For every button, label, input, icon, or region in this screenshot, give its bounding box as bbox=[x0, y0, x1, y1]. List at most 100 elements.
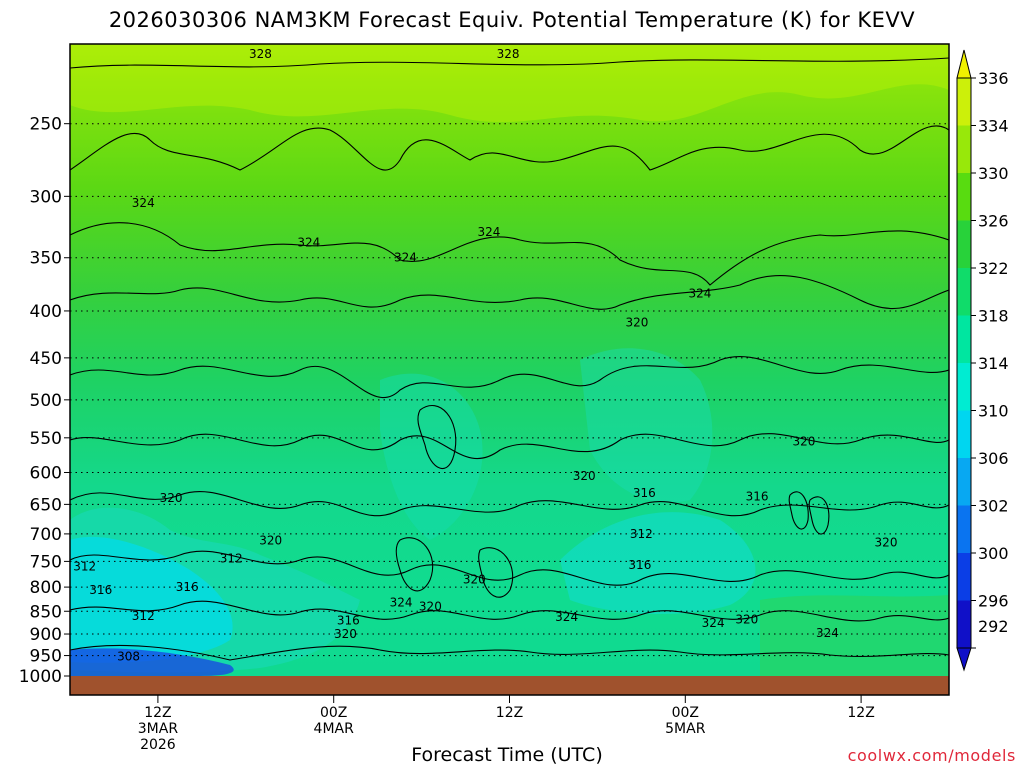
colorbar-segment bbox=[957, 125, 971, 173]
y-tick-label: 650 bbox=[30, 495, 62, 515]
ground-surface bbox=[70, 676, 949, 695]
colorbar-segment bbox=[957, 458, 971, 506]
colorbar-segment bbox=[957, 553, 971, 601]
contour-line bbox=[478, 547, 514, 598]
y-tick-label: 400 bbox=[30, 302, 62, 322]
colorbar-label: 334 bbox=[978, 117, 1009, 136]
contour-line bbox=[70, 356, 949, 398]
contour-label: 324 bbox=[688, 287, 711, 301]
x-tick-label: 12Z bbox=[144, 705, 171, 721]
y-tick-label: 950 bbox=[30, 647, 62, 667]
contour-label: 328 bbox=[249, 47, 272, 61]
cool-region-right-2 bbox=[580, 348, 713, 503]
colorbar-label: 318 bbox=[978, 307, 1009, 326]
contour-label: 316 bbox=[337, 614, 360, 628]
contour-label: 316 bbox=[633, 486, 656, 500]
colorbar-label: 306 bbox=[978, 449, 1009, 468]
contour-label: 320 bbox=[573, 469, 596, 483]
contour-line bbox=[70, 600, 949, 622]
contour-label: 312 bbox=[220, 552, 243, 566]
colorbar-segment bbox=[957, 505, 971, 553]
cool-region-right bbox=[560, 512, 756, 615]
colorbar-segment bbox=[957, 363, 971, 411]
contour-line bbox=[70, 275, 949, 310]
contour-line bbox=[395, 537, 434, 592]
x-tick-label: 12Z bbox=[847, 705, 874, 721]
contour-line bbox=[70, 125, 949, 171]
y-tick-label: 500 bbox=[30, 391, 62, 411]
y-tick-label: 300 bbox=[30, 187, 62, 207]
x-tick-label: 00Z bbox=[672, 705, 699, 721]
contour-label: 320 bbox=[419, 600, 442, 614]
x-tick-label: 4MAR bbox=[314, 721, 355, 737]
contour-label: 320 bbox=[259, 534, 282, 548]
contour-label: 320 bbox=[735, 613, 758, 627]
colorbar-label: 292 bbox=[978, 617, 1009, 636]
grid-lines bbox=[70, 123, 949, 657]
chart-title: 2026030306 NAM3KM Forecast Equiv. Potent… bbox=[108, 8, 916, 32]
contour-label: 324 bbox=[132, 196, 155, 210]
colorbar-segment bbox=[957, 78, 971, 126]
colorbar: 292 296 300 302 306 310 314 318 322 326 330 334 336 bbox=[956, 49, 1009, 672]
contour-line bbox=[808, 496, 830, 535]
y-tick-label: 600 bbox=[30, 463, 62, 483]
contour-label: 316 bbox=[628, 558, 651, 572]
contour-label: 320 bbox=[463, 573, 486, 587]
contour-label: 316 bbox=[746, 489, 769, 503]
colorbar-label: 310 bbox=[978, 402, 1009, 421]
y-tick-label: 700 bbox=[30, 525, 62, 545]
upper-warm-band bbox=[70, 44, 949, 123]
colorbar-segment bbox=[957, 600, 971, 648]
colorbar-label: 330 bbox=[978, 164, 1009, 183]
colorbar-label: 336 bbox=[978, 69, 1009, 88]
colorbar-label: 302 bbox=[978, 497, 1009, 516]
field-patches bbox=[70, 44, 949, 676]
y-tick-label: 800 bbox=[30, 578, 62, 598]
contour-line bbox=[70, 433, 949, 460]
contour-label: 312 bbox=[630, 527, 653, 541]
colorbar-segment bbox=[957, 220, 971, 268]
warm-band-lower-right bbox=[760, 595, 949, 676]
y-tick-label: 1000 bbox=[19, 667, 62, 687]
colorbar-bottom-arrow bbox=[956, 647, 972, 672]
colorbar-top-arrow bbox=[956, 49, 972, 79]
x-axis-title: Forecast Time (UTC) bbox=[411, 744, 603, 766]
contour-label: 324 bbox=[297, 236, 320, 250]
cool-region-center bbox=[380, 373, 483, 540]
colorbar-segment bbox=[957, 315, 971, 363]
contour-label: 312 bbox=[73, 560, 96, 574]
colorbar-label: 314 bbox=[978, 354, 1009, 373]
colorbar-label: 296 bbox=[978, 592, 1009, 611]
contour-label: 320 bbox=[626, 316, 649, 330]
contour-label: 320 bbox=[793, 434, 816, 448]
cool-core-left bbox=[70, 536, 233, 663]
credit-link[interactable]: coolwx.com/models bbox=[847, 746, 1016, 765]
colorbar-label: 322 bbox=[978, 259, 1009, 278]
contour-label: 312 bbox=[132, 609, 155, 623]
contour-label: 320 bbox=[875, 535, 898, 549]
colorbar-label: 300 bbox=[978, 544, 1009, 563]
contour-label: 324 bbox=[478, 225, 501, 239]
contour-line bbox=[70, 550, 949, 586]
contour-line bbox=[788, 491, 809, 530]
contour-label: 320 bbox=[160, 491, 183, 505]
y-tick-label: 250 bbox=[30, 115, 62, 135]
colorbar-label: 326 bbox=[978, 212, 1009, 231]
colorbar-segment bbox=[957, 410, 971, 458]
contour-lines bbox=[70, 57, 949, 661]
y-tick-label: 450 bbox=[30, 349, 62, 369]
y-tick-label: 550 bbox=[30, 429, 62, 449]
x-tick-label: 2026 bbox=[140, 737, 176, 753]
contour-line bbox=[70, 644, 949, 661]
contour-label: 324 bbox=[394, 251, 417, 265]
y-tick-label: 900 bbox=[30, 625, 62, 645]
y-tick-label: 350 bbox=[30, 249, 62, 269]
contour-label: 308 bbox=[117, 649, 140, 663]
colorbar-segment bbox=[957, 268, 971, 316]
contour-line bbox=[70, 222, 949, 286]
y-tick-label: 750 bbox=[30, 552, 62, 572]
contour-label: 324 bbox=[702, 616, 725, 630]
y-axis: 250 300 350 400 450 500 550 600 650 700 750 800 850 9… bbox=[19, 115, 70, 687]
